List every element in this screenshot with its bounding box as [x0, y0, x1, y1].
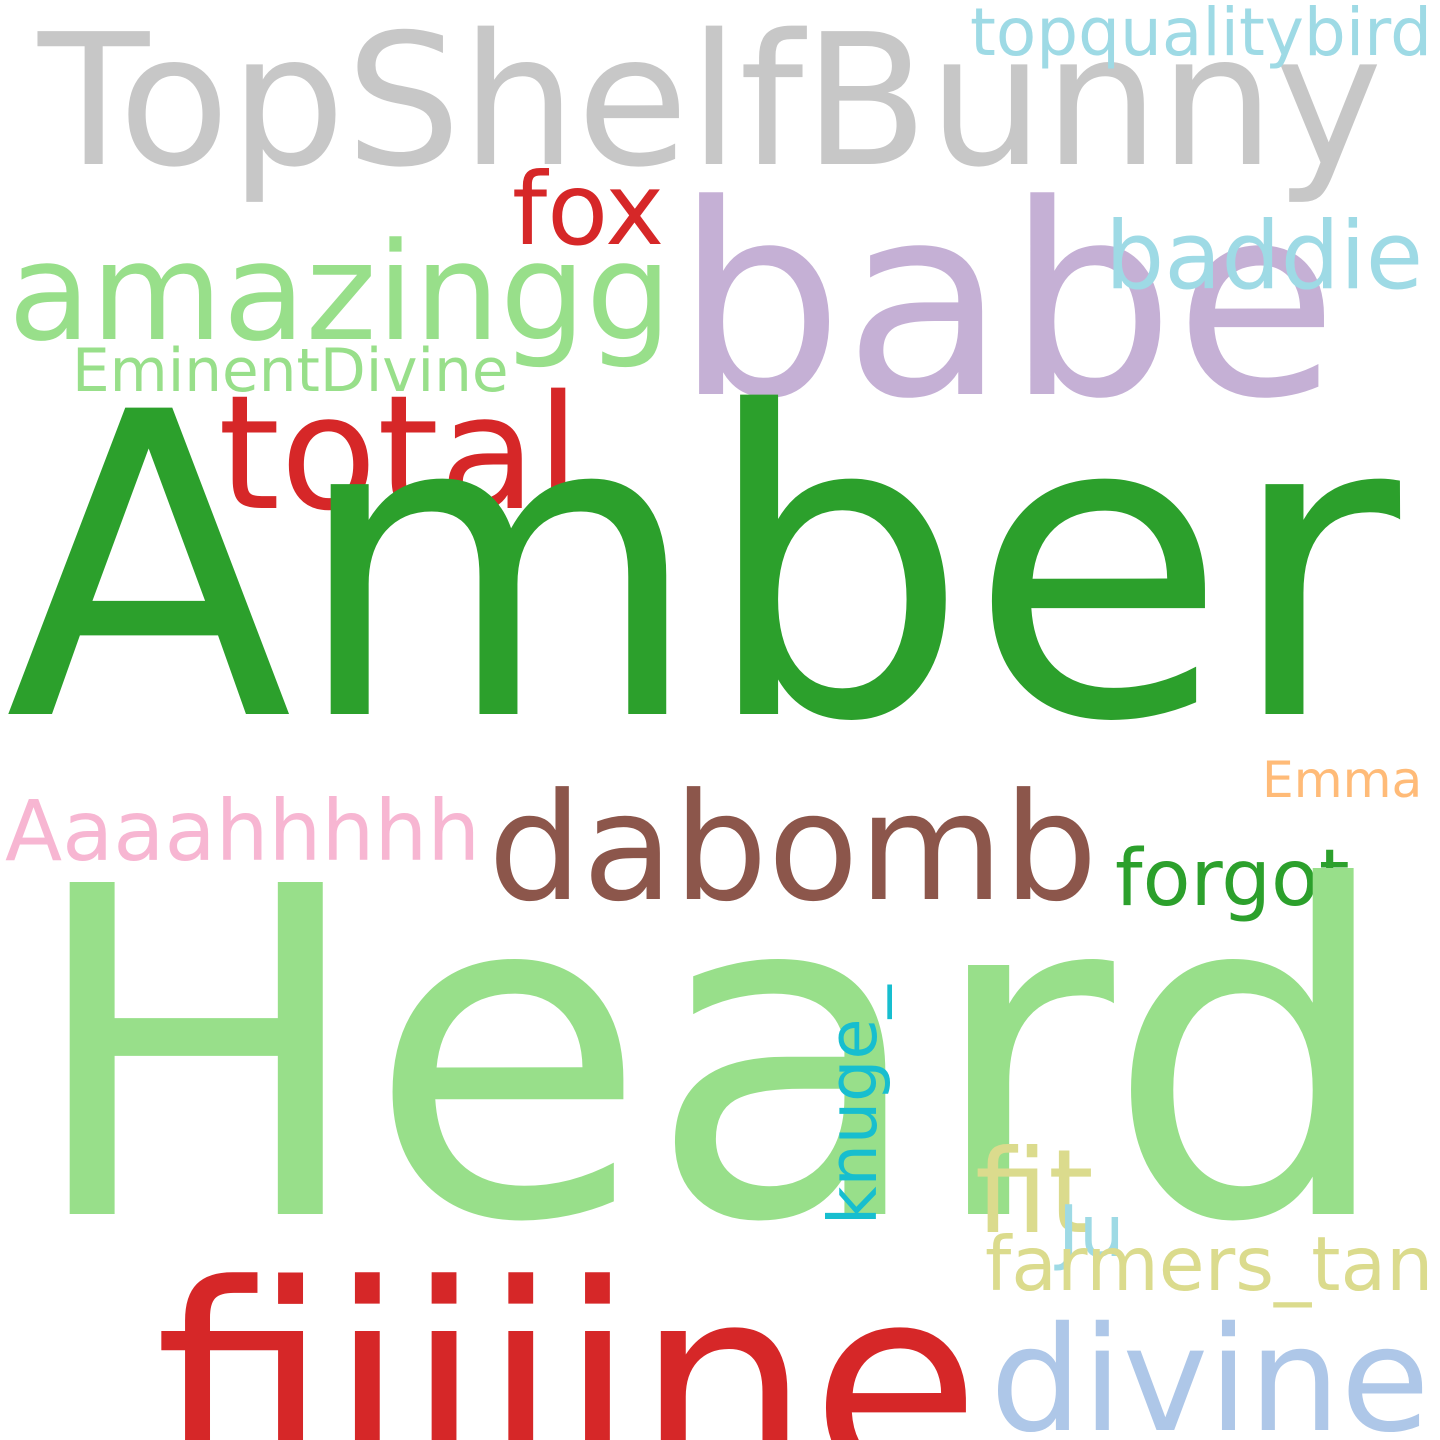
word-amber: Amber	[5, 325, 1401, 814]
word-fit: fit	[975, 1125, 1094, 1260]
word-babe: babe	[675, 148, 1339, 457]
word-aaaahhhhh: Aaaahhhhh	[5, 782, 481, 880]
word-dabomb: dabomb	[488, 762, 1098, 935]
word-amazingg: amazingg	[8, 213, 672, 371]
word-topshelfbunny: TopShelfBunny	[38, 0, 1383, 207]
word-fox: fox	[512, 151, 665, 268]
word-divine: divine	[990, 1296, 1430, 1440]
word-ju: Ju	[1058, 1189, 1125, 1273]
word-eminentdivine: EminentDivine	[72, 337, 509, 406]
word-topqualitybird: topqualitybird	[970, 0, 1433, 71]
word-emma: Emma	[1262, 750, 1423, 809]
word-forgot: forgot	[1115, 833, 1350, 924]
word-heard: Heard	[25, 792, 1395, 1322]
word-knuge: knuge_	[814, 985, 892, 1225]
word-fiiiiine: fiiiiine	[155, 1227, 981, 1440]
word-farmers-tan: farmers_tan	[985, 1221, 1434, 1308]
word-baddie: baddie	[1105, 202, 1424, 311]
word-total: total	[218, 362, 581, 546]
